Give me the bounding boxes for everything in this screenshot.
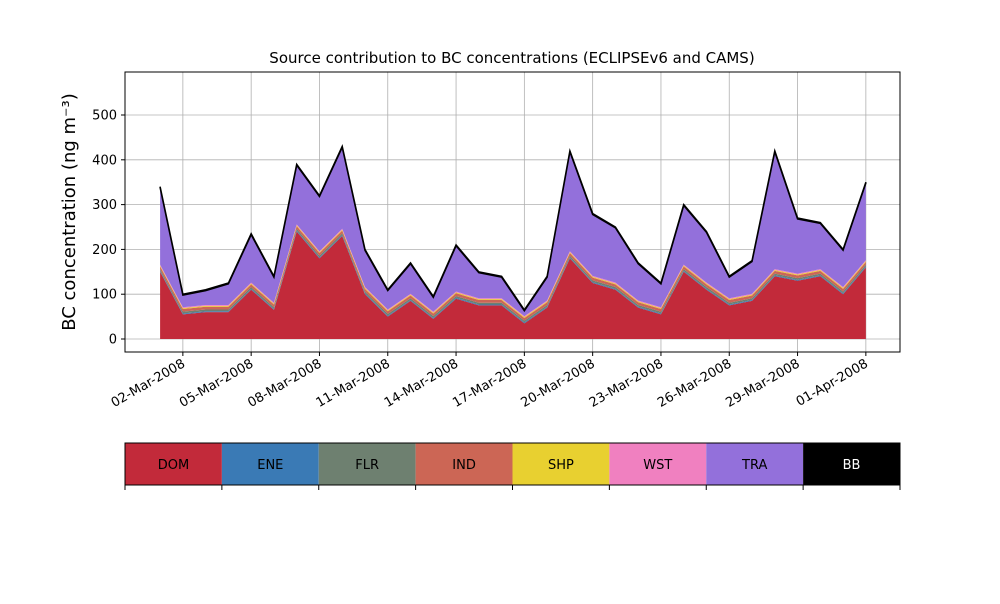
- legend-swatch: [125, 443, 222, 485]
- x-tick-label: 02-Mar-2008: [109, 356, 188, 410]
- x-tick-label: 11-Mar-2008: [314, 356, 393, 410]
- x-tick-label: 17-Mar-2008: [450, 356, 529, 410]
- y-axis-label: BC concentration (ng m⁻³): [59, 93, 80, 331]
- legend-swatch: [415, 443, 513, 485]
- legend-label: BB: [843, 458, 861, 473]
- legend-swatch: [221, 443, 319, 485]
- y-tick-label: 200: [92, 243, 117, 258]
- y-tick-label: 0: [109, 333, 117, 348]
- x-tick-label: 26-Mar-2008: [655, 356, 734, 410]
- plot-frame: [124, 71, 901, 353]
- x-tick-label: 20-Mar-2008: [519, 356, 598, 410]
- chart-title: Source contribution to BC concentrations…: [269, 49, 754, 67]
- legend-label: WST: [643, 458, 672, 473]
- y-tick-label: 100: [92, 288, 117, 303]
- legend-swatch: [512, 443, 610, 485]
- legend-label: TRA: [741, 458, 767, 473]
- area-tra: [160, 147, 866, 317]
- legend-label: SHP: [548, 458, 574, 473]
- legend-label: IND: [452, 458, 476, 473]
- legend-label: DOM: [158, 458, 189, 473]
- x-tick-label: 14-Mar-2008: [382, 356, 461, 410]
- area-dom: [160, 231, 866, 340]
- y-tick-label: 300: [92, 198, 117, 213]
- legend-label: ENE: [257, 458, 283, 473]
- legend-label: FLR: [355, 458, 379, 473]
- x-tick-label: 08-Mar-2008: [245, 356, 324, 410]
- x-tick-label: 05-Mar-2008: [177, 356, 256, 410]
- legend-swatch: [609, 443, 707, 485]
- x-tick-label: 23-Mar-2008: [587, 356, 666, 410]
- legend-swatch: [706, 443, 804, 485]
- y-tick-label: 500: [92, 109, 117, 124]
- legend-swatch: [803, 443, 900, 485]
- legend-frame: [124, 442, 901, 486]
- legend-swatch: [318, 443, 416, 485]
- x-tick-label: 29-Mar-2008: [723, 356, 802, 410]
- x-tick-label: 01-Apr-2008: [794, 356, 871, 409]
- area-bb: [159, 144, 867, 313]
- y-tick-label: 400: [92, 153, 117, 168]
